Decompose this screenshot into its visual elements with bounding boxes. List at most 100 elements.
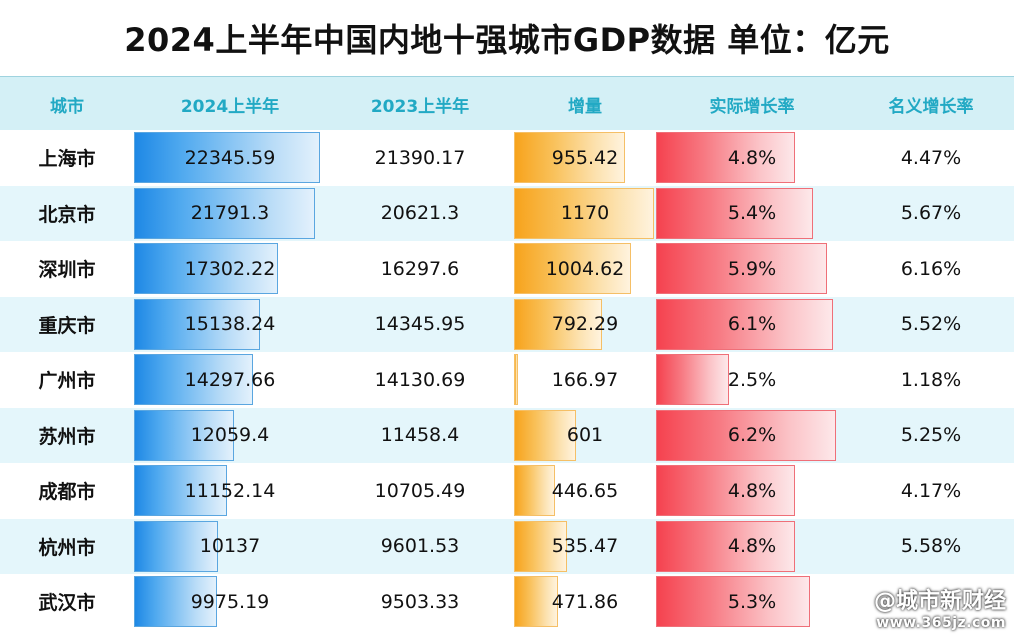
table-row: 成都市 11152.14 10705.49 446.65 4.8% 4.17% [0, 463, 1014, 519]
watermark: @城市新财经 www.365jz.com [874, 583, 1006, 631]
real-growth-bar [656, 520, 796, 572]
city-name: 武汉市 [38, 592, 96, 615]
increase-value: 955.42 [551, 146, 619, 169]
table-row: 重庆市 15138.24 14345.95 792.29 6.1% 5.52% [0, 296, 1014, 352]
city-name: 成都市 [38, 481, 96, 504]
gdp-2024h1-bar [134, 187, 316, 239]
increase-value: 792.29 [551, 313, 619, 336]
increase-bar [514, 576, 559, 627]
real-growth-bar [656, 354, 729, 405]
increase-bar [514, 465, 555, 516]
chart-title: 2024上半年中国内地十强城市GDP数据 单位：亿元 [0, 0, 1014, 77]
gdp-2024h1-value: 15138.24 [184, 313, 276, 336]
table-header: 城市 2024上半年 2023上半年 增量 实际增长率 名义增长率 [0, 76, 1014, 132]
gdp-2023h1-value: 21390.17 [374, 146, 466, 169]
increase-bar [514, 187, 654, 239]
gdp-2024h1-value: 9975.19 [190, 590, 270, 613]
header-2024h1: 2024上半年 [180, 96, 280, 117]
gdp-2024h1-bar [134, 354, 253, 405]
table-row: 上海市 22345.59 21390.17 955.42 4.8% 4.47% [0, 130, 1014, 186]
real-growth-value: 2.5% [727, 368, 777, 391]
increase-value: 1170 [560, 202, 610, 225]
real-growth-bar [656, 465, 796, 516]
increase-value: 535.47 [551, 535, 619, 558]
increase-bar [514, 298, 603, 350]
gdp-2023h1-value: 11458.4 [380, 424, 460, 447]
city-name: 苏州市 [38, 425, 96, 448]
gdp-2024h1-bar [134, 409, 235, 461]
header-city: 城市 [50, 96, 84, 117]
nominal-growth-value: 4.47% [900, 146, 962, 169]
gdp-2024h1-value: 14297.66 [184, 368, 276, 391]
gdp-2024h1-bar [134, 576, 218, 627]
gdp-2024h1-value: 10137 [199, 535, 261, 558]
city-name: 深圳市 [38, 259, 96, 282]
real-growth-value: 5.3% [727, 590, 777, 613]
real-growth-bar [656, 187, 813, 239]
gdp-2023h1-value: 9601.53 [380, 535, 460, 558]
gdp-2023h1-value: 10705.49 [374, 479, 466, 502]
nominal-growth-value: 1.18% [900, 368, 962, 391]
real-growth-value: 4.8% [727, 146, 777, 169]
nominal-growth-value: 5.58% [900, 535, 962, 558]
real-growth-bar [656, 132, 796, 183]
table-row: 北京市 21791.3 20621.3 1170 5.4% 5.67% [0, 185, 1014, 241]
real-growth-value: 4.8% [727, 479, 777, 502]
gdp-2024h1-bar [134, 465, 227, 516]
gdp-2023h1-value: 20621.3 [380, 202, 460, 225]
increase-bar [514, 409, 576, 461]
gdp-2024h1-bar [134, 243, 279, 294]
table-row: 深圳市 17302.22 16297.6 1004.62 5.9% 6.16% [0, 241, 1014, 297]
nominal-growth-value: 4.17% [900, 479, 962, 502]
nominal-growth-value: 6.16% [900, 257, 962, 280]
real-growth-bar [656, 409, 836, 461]
real-growth-bar [656, 576, 810, 627]
table-row: 广州市 14297.66 14130.69 166.97 2.5% 1.18% [0, 352, 1014, 408]
real-growth-bar [656, 243, 828, 294]
watermark-name: @城市新财经 [873, 589, 1006, 614]
increase-value: 601 [566, 424, 604, 447]
real-growth-bar [656, 298, 834, 350]
gdp-2024h1-value: 11152.14 [184, 479, 276, 502]
header-real-growth: 实际增长率 [709, 96, 795, 117]
increase-value: 166.97 [551, 368, 619, 391]
real-growth-value: 5.4% [727, 202, 777, 225]
table-row: 苏州市 12059.4 11458.4 601 6.2% 5.25% [0, 407, 1014, 463]
gdp-2024h1-value: 12059.4 [190, 424, 270, 447]
gdp-2023h1-value: 14345.95 [374, 313, 466, 336]
city-name: 广州市 [38, 370, 96, 393]
increase-bar [514, 132, 625, 183]
increase-value: 1004.62 [545, 257, 625, 280]
gdp-2023h1-value: 16297.6 [380, 257, 460, 280]
table-row: 武汉市 9975.19 9503.33 471.86 5.3% [0, 574, 1014, 630]
city-name: 上海市 [38, 148, 96, 171]
gdp-2023h1-value: 9503.33 [380, 590, 460, 613]
real-growth-value: 6.2% [727, 424, 777, 447]
table-row: 杭州市 10137 9601.53 535.47 4.8% 5.58% [0, 518, 1014, 574]
city-name: 重庆市 [38, 314, 96, 337]
nominal-growth-value: 5.52% [900, 313, 962, 336]
gdp-2023h1-value: 14130.69 [374, 368, 466, 391]
header-increase: 增量 [568, 96, 602, 117]
gdp-2024h1-bar [134, 520, 219, 572]
gdp-2024h1-value: 21791.3 [190, 202, 270, 225]
city-name: 杭州市 [38, 536, 96, 559]
gdp-2024h1-value: 22345.59 [184, 146, 276, 169]
nominal-growth-value: 5.67% [900, 202, 962, 225]
gdp-2024h1-value: 17302.22 [184, 257, 276, 280]
gdp-2024h1-bar [134, 298, 260, 350]
increase-bar [514, 520, 567, 572]
nominal-growth-value: 5.25% [900, 424, 962, 447]
increase-bar [514, 354, 518, 405]
real-growth-value: 5.9% [727, 257, 777, 280]
gdp-2024h1-bar [134, 132, 320, 183]
header-nominal-growth: 名义增长率 [888, 96, 974, 117]
header-2023h1: 2023上半年 [370, 96, 470, 117]
increase-bar [514, 243, 632, 294]
watermark-url: www.365jz.com [876, 615, 1006, 631]
real-growth-value: 6.1% [727, 313, 777, 336]
increase-value: 471.86 [551, 590, 619, 613]
real-growth-value: 4.8% [727, 535, 777, 558]
increase-value: 446.65 [551, 479, 619, 502]
city-name: 北京市 [38, 203, 96, 226]
